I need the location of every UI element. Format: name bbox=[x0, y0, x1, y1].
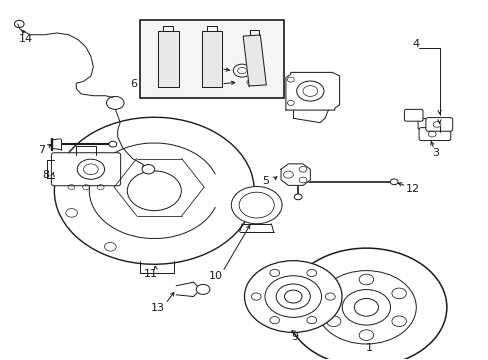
FancyBboxPatch shape bbox=[404, 109, 422, 121]
Polygon shape bbox=[201, 31, 221, 87]
Text: 8: 8 bbox=[42, 170, 49, 180]
Text: 9: 9 bbox=[291, 332, 298, 342]
Circle shape bbox=[233, 64, 250, 77]
Text: 4: 4 bbox=[412, 40, 419, 49]
Polygon shape bbox=[158, 31, 178, 87]
Polygon shape bbox=[243, 35, 266, 86]
Circle shape bbox=[244, 261, 341, 332]
Bar bbox=[140, 21, 283, 98]
Text: 1: 1 bbox=[365, 343, 371, 353]
Text: 6: 6 bbox=[129, 79, 137, 89]
FancyBboxPatch shape bbox=[425, 118, 452, 131]
Circle shape bbox=[109, 141, 117, 147]
Circle shape bbox=[284, 290, 302, 303]
Circle shape bbox=[231, 186, 282, 224]
FancyBboxPatch shape bbox=[417, 119, 442, 130]
Circle shape bbox=[294, 194, 302, 200]
Text: 10: 10 bbox=[209, 271, 223, 281]
Circle shape bbox=[389, 179, 397, 185]
FancyBboxPatch shape bbox=[236, 76, 265, 88]
Polygon shape bbox=[285, 72, 339, 110]
Circle shape bbox=[354, 298, 378, 316]
Text: 13: 13 bbox=[151, 303, 165, 313]
Text: 2: 2 bbox=[210, 72, 217, 82]
FancyBboxPatch shape bbox=[418, 128, 450, 140]
Text: 12: 12 bbox=[405, 184, 419, 194]
Text: 7: 7 bbox=[38, 144, 44, 154]
Text: 5: 5 bbox=[262, 176, 268, 186]
Circle shape bbox=[142, 165, 155, 174]
FancyBboxPatch shape bbox=[51, 153, 121, 186]
Text: 11: 11 bbox=[143, 269, 158, 279]
Text: 14: 14 bbox=[19, 35, 33, 44]
Circle shape bbox=[196, 284, 209, 294]
Text: 3: 3 bbox=[432, 148, 439, 158]
Circle shape bbox=[296, 81, 324, 101]
Polygon shape bbox=[281, 164, 310, 185]
